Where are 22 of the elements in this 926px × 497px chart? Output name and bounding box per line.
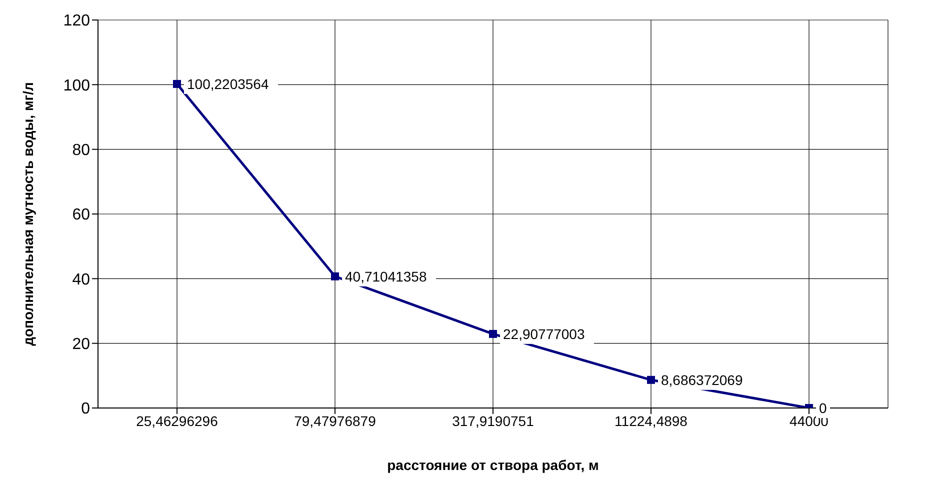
data-label: 0 (819, 400, 827, 416)
data-label: 40,71041358 (345, 268, 427, 284)
y-tick-label: 80 (72, 142, 90, 160)
data-label: 22,90777003 (503, 326, 585, 342)
x-tick-label: 25,46296296 (136, 412, 218, 429)
data-label: 8,686372069 (661, 372, 743, 388)
data-label: 100,2203564 (187, 76, 269, 92)
y-tick-label: 120 (63, 12, 90, 30)
point (489, 330, 497, 338)
point (331, 272, 339, 280)
x-axis-title: расстояние от створа работ, м (387, 457, 599, 473)
y-tick-label: 40 (72, 271, 90, 288)
y-tick-label: 20 (72, 336, 90, 354)
y-axis-title: дополнительная мутность воды, мг/л (20, 82, 36, 346)
x-tick-label: 11224,4898 (614, 412, 688, 429)
x-tick-label: 317,9190751 (452, 412, 534, 429)
point (173, 80, 181, 88)
y-tick-label: 100 (63, 77, 90, 94)
y-tick-label: 60 (72, 206, 90, 224)
y-tick-label: 0 (81, 400, 90, 418)
point (647, 376, 655, 384)
x-tick-label: 79,47976879 (294, 412, 376, 429)
